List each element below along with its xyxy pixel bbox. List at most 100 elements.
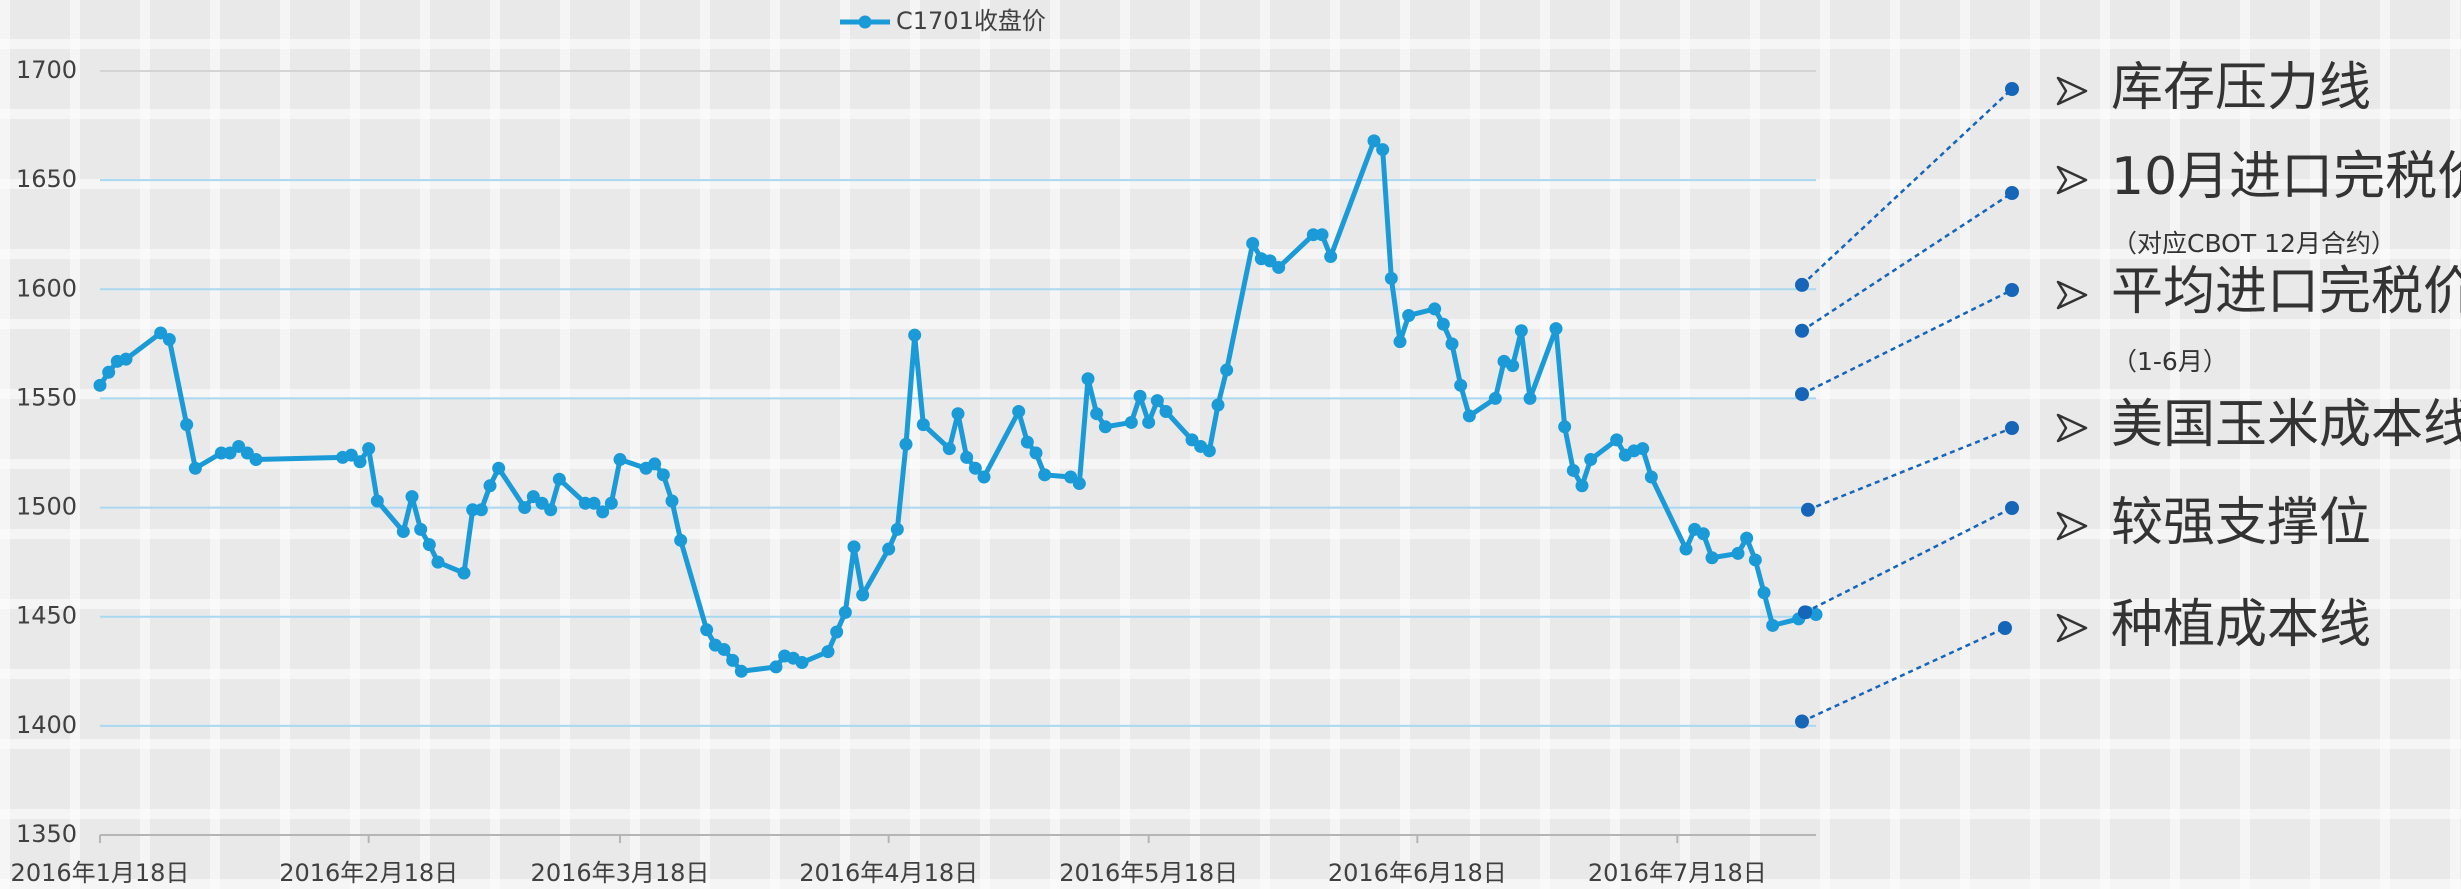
data-point <box>734 664 748 678</box>
annotation-level-dot <box>1795 323 1809 338</box>
data-point <box>457 566 471 580</box>
data-point <box>1575 479 1589 493</box>
data-point <box>1202 444 1216 458</box>
data-point <box>665 494 679 508</box>
data-point <box>1367 134 1381 148</box>
data-point <box>1133 389 1147 403</box>
data-point <box>587 496 601 510</box>
data-point <box>180 418 194 432</box>
data-point <box>1029 446 1043 460</box>
data-point <box>1757 586 1771 600</box>
data-point <box>1610 433 1624 447</box>
y-tick-label: 1450 <box>16 602 77 630</box>
annotation-dot <box>2005 501 2019 515</box>
data-point <box>1740 531 1754 545</box>
data-point <box>1428 302 1442 316</box>
annotation-label: 美国玉米成本线 <box>2111 395 2461 455</box>
data-point <box>396 525 410 539</box>
data-point <box>1098 420 1112 434</box>
data-point <box>1454 378 1468 392</box>
annotation-label: 库存压力线 <box>2111 58 2371 118</box>
data-point <box>847 540 861 554</box>
data-point <box>1081 372 1095 386</box>
bullet-arrow <box>2056 413 2088 443</box>
data-point <box>596 505 610 519</box>
annotation-dot <box>2005 186 2019 200</box>
annotation-connector <box>1804 506 2013 614</box>
data-point <box>908 328 922 342</box>
x-tick-label: 2016年3月18日 <box>531 859 710 887</box>
data-point <box>405 490 419 504</box>
annotation-note: （1-6月） <box>2112 347 2228 376</box>
annotation-label: 10月进口完税价 <box>2111 147 2461 207</box>
data-point <box>830 625 844 639</box>
data-point <box>1324 250 1338 264</box>
annotation-connector <box>1801 191 2013 332</box>
data-point <box>1558 420 1572 434</box>
data-point <box>162 332 176 346</box>
data-point <box>838 605 852 619</box>
data-point <box>1462 409 1476 423</box>
annotation-level-dot <box>1795 277 1809 292</box>
bullet-arrow <box>2056 280 2088 310</box>
data-point <box>1506 359 1520 373</box>
data-point <box>951 407 965 421</box>
data-point <box>1384 271 1398 285</box>
data-point <box>1523 391 1537 405</box>
data-point <box>1566 463 1580 477</box>
data-point <box>1142 415 1156 429</box>
data-point <box>604 496 618 510</box>
data-point <box>1090 407 1104 421</box>
data-point <box>882 542 896 556</box>
annotation-label: 较强支撑位 <box>2111 493 2371 553</box>
data-point <box>717 642 731 656</box>
data-point <box>1150 394 1164 408</box>
data-point <box>1766 618 1780 632</box>
y-tick-label: 1650 <box>16 165 77 193</box>
data-point <box>977 470 991 484</box>
data-point <box>474 503 488 517</box>
data-point <box>1159 405 1173 419</box>
data-point <box>1549 322 1563 336</box>
data-point <box>968 461 982 475</box>
y-tick-label: 1600 <box>16 274 77 302</box>
data-point <box>890 522 904 536</box>
annotation-label: 种植成本线 <box>2111 595 2371 655</box>
data-point <box>1272 260 1286 274</box>
data-point <box>1705 551 1719 565</box>
annotation-level-dot <box>1798 605 1812 620</box>
data-point <box>1584 453 1598 467</box>
data-point <box>102 365 116 379</box>
data-point <box>1020 435 1034 449</box>
data-point <box>1393 335 1407 349</box>
data-point <box>1696 527 1710 541</box>
data-point <box>1220 363 1234 377</box>
data-point <box>648 457 662 471</box>
data-point <box>483 479 497 493</box>
data-point <box>1402 308 1416 322</box>
data-point <box>1436 317 1450 331</box>
data-point <box>119 352 133 366</box>
data-point <box>960 450 974 464</box>
data-point <box>370 494 384 508</box>
annotation-connector <box>1801 626 2006 723</box>
data-point <box>1679 542 1693 556</box>
annotation-label: 平均进口完税价 <box>2111 262 2461 322</box>
data-point <box>1246 236 1260 250</box>
data-point <box>431 555 445 569</box>
data-point <box>856 588 870 602</box>
data-point <box>1488 391 1502 405</box>
data-point <box>674 533 688 547</box>
series-line <box>97 138 1817 674</box>
data-point <box>726 653 740 667</box>
data-point <box>414 522 428 536</box>
data-point <box>1038 468 1052 482</box>
x-tick-label: 2016年5月18日 <box>1059 859 1238 887</box>
data-point <box>353 455 367 469</box>
data-point <box>795 656 809 670</box>
data-point <box>769 660 783 674</box>
data-point <box>492 461 506 475</box>
bullet-arrow <box>2056 165 2088 195</box>
data-point <box>1748 553 1762 567</box>
